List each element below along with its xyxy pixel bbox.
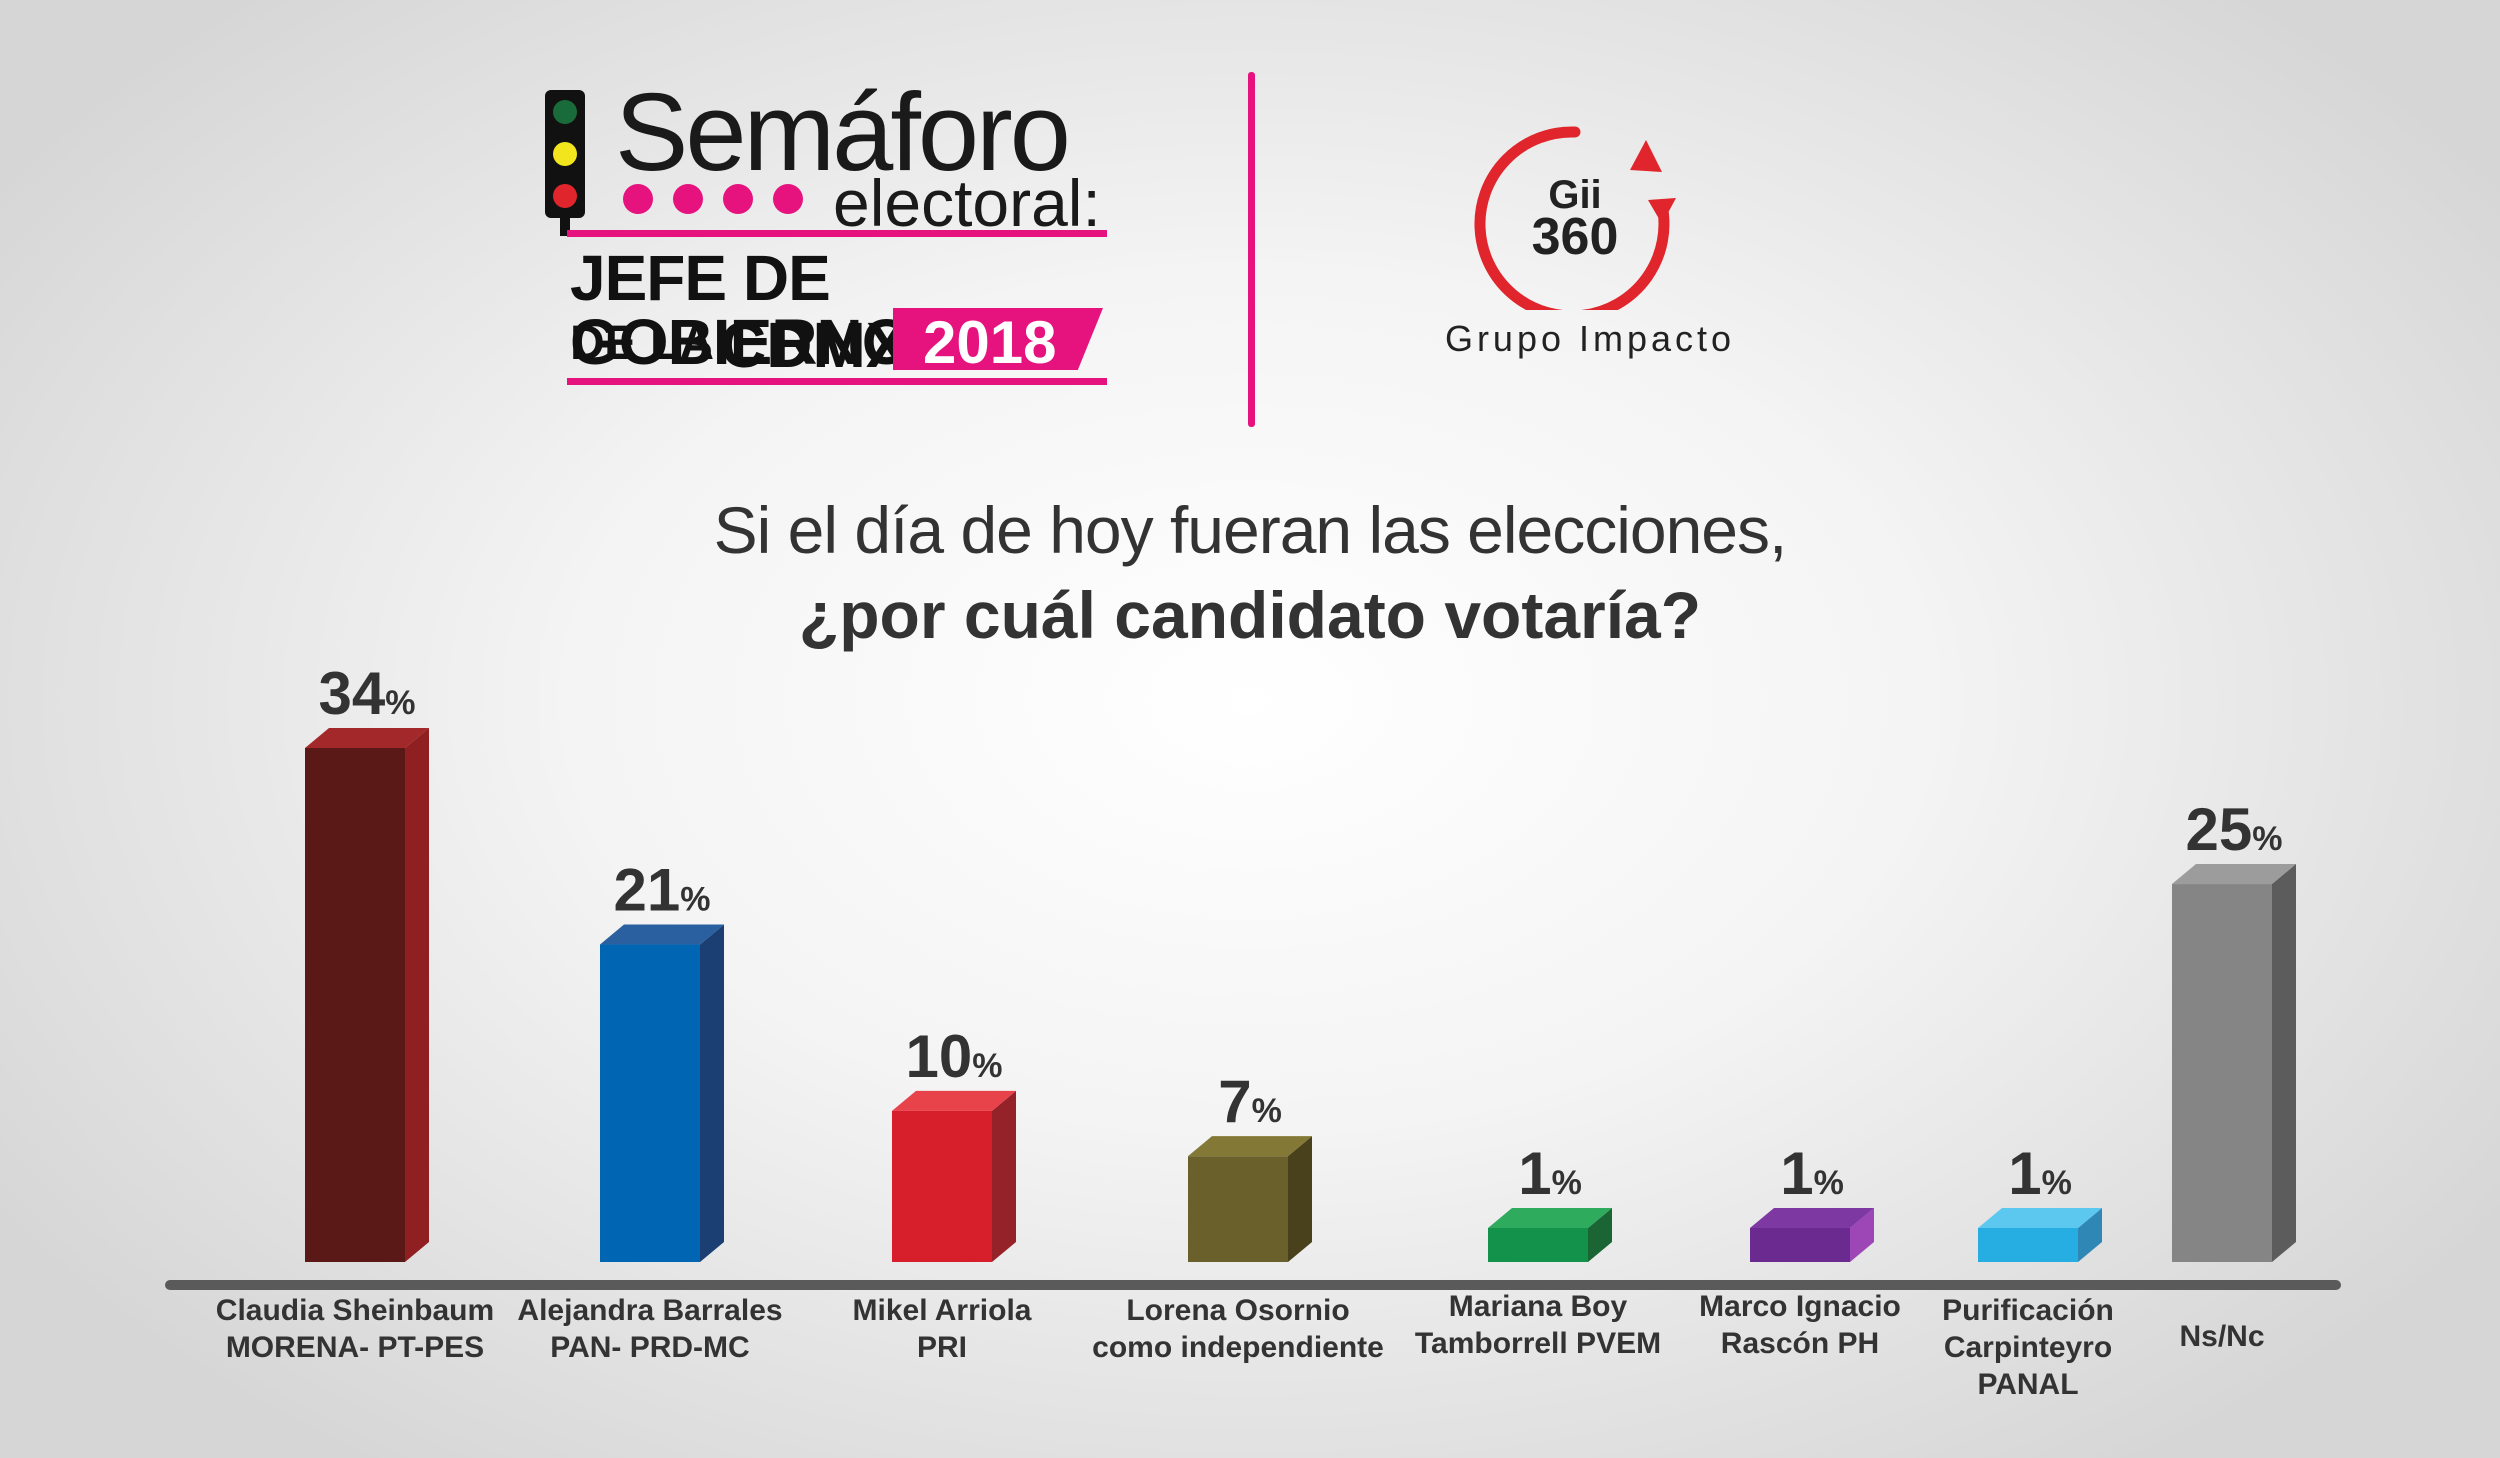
gii360-logo: Gii 360 Grupo Impacto	[1400, 110, 1780, 370]
question-line2: ¿por cuál candidato votaría?	[798, 578, 1702, 652]
bar	[1978, 1208, 2102, 1262]
logo-title: Semáforo	[615, 71, 1071, 194]
bar-value-label: 7%	[1218, 1068, 1282, 1135]
bar	[1750, 1208, 1874, 1262]
logo-line2-main: CDMX	[720, 309, 909, 381]
category-label: Claudia Sheinbaum MORENA- PT-PES	[216, 1294, 494, 1364]
partner-logo-top: Gii	[1548, 173, 1602, 217]
refresh-ring-icon	[1474, 126, 1676, 310]
category-label: Mikel Arriola PRI	[853, 1294, 1032, 1364]
survey-question: Si el día de hoy fueran las elecciones, …	[0, 490, 2500, 660]
partner-name: Grupo Impacto	[1444, 318, 1736, 359]
category-label: Lorena Osornio como independiente	[1092, 1294, 1384, 1364]
pink-dots-decoration	[623, 184, 803, 214]
bar-value-label: 1%	[1780, 1140, 1844, 1207]
category-label: Purificación Carpinteyro PANAL	[1942, 1294, 2114, 1401]
header-divider	[1248, 72, 1255, 427]
logo-divider-top	[567, 230, 1107, 237]
bar-value-label: 1%	[1518, 1140, 1582, 1207]
yellow-light-icon	[553, 142, 577, 166]
bar	[305, 728, 429, 1262]
logo-line1: JEFE DE GOBIERNO	[570, 242, 911, 378]
bar	[1488, 1208, 1612, 1262]
chart-baseline	[165, 1280, 2341, 1290]
logo-year: 2018	[923, 309, 1057, 376]
logo-divider-bottom	[567, 378, 1107, 385]
category-label: Alejandra Barrales PAN- PRD-MC	[517, 1294, 782, 1364]
bar	[600, 924, 724, 1262]
green-light-icon	[553, 100, 577, 124]
bar	[892, 1090, 1016, 1262]
bar-value-label: 1%	[2008, 1140, 2072, 1207]
bar-value-label: 10%	[906, 1023, 1003, 1090]
bar-value-label: 21%	[614, 857, 711, 924]
category-label: Mariana Boy Tamborrell PVEM	[1415, 1290, 1661, 1360]
bar	[2172, 864, 2296, 1262]
logo-line2-prefix: DE LA	[570, 317, 714, 370]
question-line1: Si el día de hoy fueran las elecciones,	[713, 493, 1788, 567]
semaforo-electoral-logo: Semáforo electoral: JEFE DE GOBIERNO DE …	[545, 70, 1145, 400]
year-badge	[893, 308, 1103, 370]
category-label: Marco Ignacio Rascón PH	[1699, 1290, 1901, 1360]
partner-logo-bottom: 360	[1531, 208, 1619, 266]
bar	[1188, 1136, 1312, 1262]
category-label: Ns/Nc	[2179, 1320, 2264, 1353]
bar-value-label: 34%	[319, 660, 416, 727]
traffic-light-icon	[545, 90, 585, 236]
red-light-icon	[553, 184, 577, 208]
bar-value-label: 25%	[2186, 796, 2283, 863]
logo-subtitle: electoral:	[833, 166, 1101, 240]
